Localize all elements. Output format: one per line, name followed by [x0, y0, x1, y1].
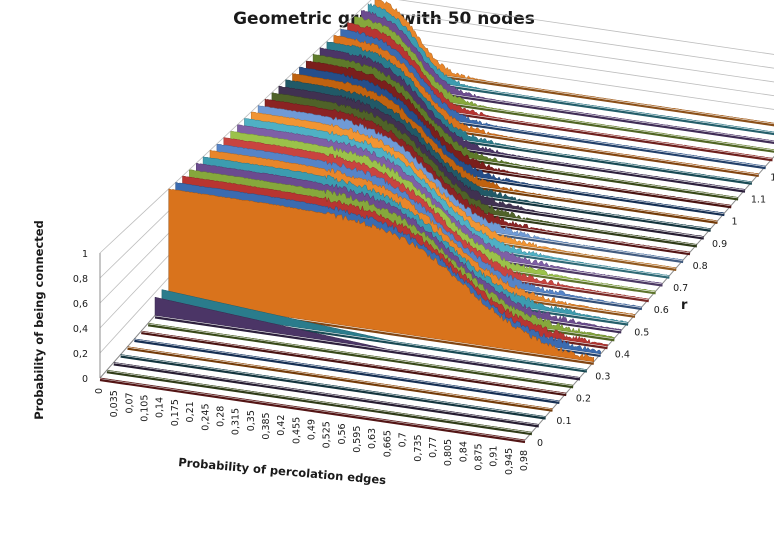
r-tick-label: 0.9: [712, 239, 727, 250]
x-tick-label: 0,28: [215, 406, 226, 427]
y-tick-label: 0,6: [73, 299, 88, 310]
y-axis-title: Probability of being connected: [32, 220, 46, 420]
r-tick-label: 1.1: [751, 195, 766, 206]
series-band: [161, 289, 587, 370]
y-tick-label: 0,2: [73, 349, 88, 360]
x-tick-label: 0,07: [124, 392, 135, 413]
series-band: [148, 322, 574, 386]
r-tick-label: 0.5: [634, 327, 649, 338]
x-axis-ticks: 0 0,035 0,07 0,105 0,14 0,175 0,21 0,245 0,28 0,3…: [94, 388, 530, 475]
series-band-edge: [127, 347, 553, 412]
series-band: [99, 377, 526, 441]
x-tick-label: 0,56: [337, 423, 348, 444]
x-tick-label: 0,735: [413, 435, 424, 462]
series-band: [141, 330, 567, 394]
series-band: [292, 72, 718, 222]
x-tick-label: 0,105: [140, 395, 151, 422]
x-tick-label: 0,315: [231, 408, 242, 435]
x-tick-label: 0: [94, 388, 105, 394]
y-tick-label: 0,4: [73, 324, 88, 335]
x-tick-label: 0,875: [474, 443, 485, 470]
x-tick-label: 0,245: [200, 404, 211, 431]
x-tick-label: 0,385: [261, 412, 272, 439]
y-gridline-back: [374, 37, 774, 97]
series-band-edge: [141, 331, 567, 397]
r-tick-label: 0.3: [595, 372, 610, 383]
r-tick-label: 0.7: [673, 283, 688, 294]
x-tick-label: 0,35: [246, 410, 257, 431]
x-tick-label: 0,21: [185, 401, 196, 422]
r-axis-title: r: [681, 298, 688, 313]
y-tick-label: 0: [82, 374, 88, 385]
series-band: [168, 188, 595, 363]
y-gridline-back: [397, 0, 774, 55]
x-tick-label: 0,14: [155, 397, 166, 418]
y-gridline-back: [374, 23, 774, 83]
series-band-edge: [154, 316, 581, 381]
series-band-edge: [99, 378, 526, 444]
x-tick-label: 0,455: [291, 417, 302, 444]
y-gridline-back: [374, 50, 774, 110]
y-tick-label: 1: [82, 249, 88, 260]
series-band: [285, 79, 711, 229]
x-tick-label: 0,77: [428, 437, 439, 458]
x-tick-label: 0,035: [109, 390, 120, 417]
x-tick-label: 0,63: [367, 428, 378, 449]
series-band-edge: [113, 363, 539, 428]
r-axis-ticks: 00.10.20.30.40.50.60.70.80.911.11.21.31.…: [537, 172, 774, 449]
r-tick-label: 0.8: [693, 261, 708, 272]
y-axis-ticks: 0 0,2 0,4 0,6 0,8 1: [73, 249, 88, 385]
x-tick-label: 0,945: [504, 448, 515, 475]
series-band: [154, 296, 581, 378]
series-band: [367, 2, 774, 133]
x-axis-title: Probability of percolation edges: [178, 455, 387, 487]
x-tick-label: 0,665: [382, 430, 393, 457]
series-band: [113, 362, 539, 425]
x-tick-label: 0,91: [489, 446, 500, 467]
r-tick-label: 0.4: [615, 350, 630, 361]
x-tick-label: 0,7: [398, 432, 409, 447]
series-bands: [99, 0, 774, 444]
x-tick-label: 0,525: [322, 421, 333, 448]
series-band: [361, 10, 774, 142]
series-band-edge: [147, 324, 574, 389]
series-band: [120, 354, 546, 417]
series-band: [127, 346, 553, 409]
x-tick-label: 0,42: [276, 415, 287, 436]
series-band: [374, 0, 774, 124]
x-tick-label: 0,98: [519, 450, 530, 471]
series-band: [134, 338, 560, 402]
x-tick-label: 0,84: [458, 441, 469, 462]
y-tick-label: 0,8: [73, 274, 88, 285]
series-band-edge: [120, 355, 546, 420]
r-tick-label: 0.6: [654, 305, 669, 316]
x-tick-label: 0,175: [170, 399, 181, 426]
series-band: [354, 16, 774, 150]
series-band: [106, 369, 532, 433]
r-tick-label: 0.2: [576, 394, 591, 405]
r-tick-label: 1: [732, 217, 738, 228]
series-band-edge: [106, 371, 533, 436]
series-band-edge: [134, 339, 560, 404]
r-tick-label: 0: [537, 438, 543, 449]
x-tick-label: 0,595: [352, 426, 363, 453]
r-tick-label: 1.2: [770, 172, 774, 183]
x-tick-label: 0,805: [443, 439, 454, 466]
y-gridline-back: [374, 9, 774, 69]
r-tick-label: 0.1: [556, 416, 571, 427]
x-tick-label: 0,49: [307, 419, 318, 440]
